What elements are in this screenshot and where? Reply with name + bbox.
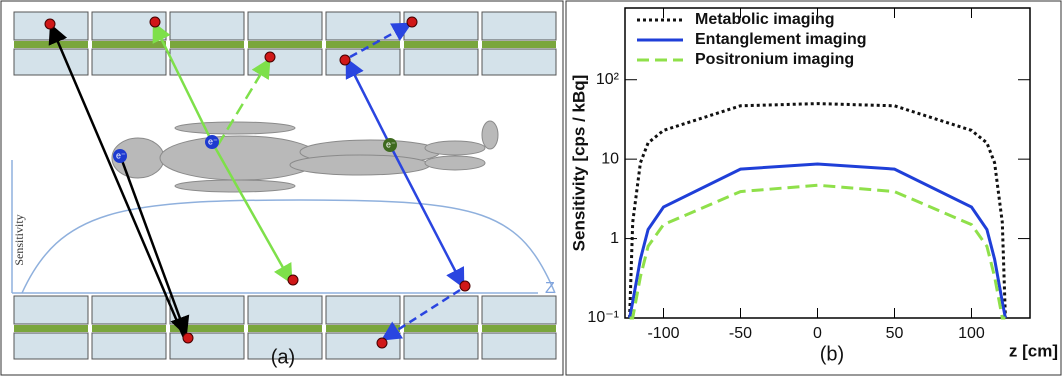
detector-module [481, 48, 557, 76]
detector-module [13, 332, 89, 360]
x-tick-label: -100 [647, 325, 679, 342]
data-line [628, 162, 1007, 319]
legend-label: Positronium imaging [695, 51, 854, 68]
photon-arrow [388, 144, 465, 289]
legend-label: Entanglement imaging [695, 31, 867, 48]
y-axis-title: Sensitivity [cps / kBq] [569, 75, 588, 252]
detector-module [91, 332, 167, 360]
detector-strip [404, 325, 478, 332]
detector-strip [14, 41, 88, 48]
electron-label: e⁻ [208, 136, 218, 146]
detector-module [247, 11, 323, 41]
scatter-arrow [349, 22, 413, 59]
data-line [629, 183, 1006, 320]
photon-arrow [345, 57, 392, 146]
legend-label: Metabolic imaging [695, 11, 835, 28]
detection-points [44, 16, 471, 349]
panel-label: (b) [820, 343, 844, 365]
y-tick-label: 10 [601, 150, 619, 167]
detector-module [91, 295, 167, 325]
x-tick-label: 50 [886, 325, 904, 342]
detector-module [13, 295, 89, 325]
x-tick-label: -50 [729, 325, 752, 342]
detector-strip [248, 325, 322, 332]
annihilation-arrow [118, 154, 190, 337]
plot-frame [624, 7, 1031, 319]
detector-strip [404, 41, 478, 48]
detector-module [247, 48, 323, 76]
detector-strip [170, 325, 244, 332]
detector-module [247, 332, 323, 360]
detector-strip [326, 41, 400, 48]
electron-markers: e⁻ e⁻ e⁻ [113, 135, 397, 163]
detector-module [325, 48, 401, 76]
detector-module [403, 11, 479, 41]
x-axis-title: z [cm] [1009, 341, 1058, 360]
data-line [628, 102, 1007, 319]
detector-strip [92, 325, 166, 332]
detector-module [169, 48, 245, 76]
detector-strip [170, 41, 244, 48]
panel-frame [565, 0, 1062, 376]
y-tick-label: 1 [610, 230, 619, 247]
detector-module [481, 295, 557, 325]
detector-module [481, 332, 557, 360]
x-tick-label: 0 [813, 325, 822, 342]
photon-arrow [152, 21, 214, 143]
panel-label: (a) [271, 346, 295, 368]
sensitivity-label: Sensitivity [12, 214, 26, 265]
y-tick-label: 10⁻¹ [587, 309, 619, 326]
panel-b: -100 -50 0 50 100 10⁻¹ 1 10 10² Sensitivity [cps … [565, 0, 1062, 376]
detector-module [13, 48, 89, 76]
detector-strip [92, 41, 166, 48]
prompt-gamma-arrow [216, 57, 271, 146]
detector-module [169, 332, 245, 360]
detector-module [403, 48, 479, 76]
detector-strip [14, 325, 88, 332]
detector-module [403, 332, 479, 360]
detector-module [481, 11, 557, 41]
detector-module [247, 295, 323, 325]
sensitivity-curve [21, 199, 556, 294]
scatter-arrow [380, 288, 461, 341]
detector-strip [248, 41, 322, 48]
annihilation-arrow [48, 23, 187, 341]
photon-arrow [210, 141, 293, 285]
detector-strip [482, 41, 556, 48]
detector-strip [326, 325, 400, 332]
x-tick-label: 100 [958, 325, 985, 342]
electron-label: e⁻ [386, 139, 396, 149]
electron-label: e⁻ [116, 150, 126, 160]
panel-a: Z Sensitivity e⁻ e⁻ e⁻ [0, 0, 564, 376]
detector-strip [482, 325, 556, 332]
body [111, 120, 499, 193]
detector-module [325, 295, 401, 325]
detector-module [169, 11, 245, 41]
detector-rings [13, 11, 557, 360]
y-tick-label: 10² [596, 71, 620, 88]
detector-module [91, 48, 167, 76]
z-label: Z [545, 280, 555, 297]
